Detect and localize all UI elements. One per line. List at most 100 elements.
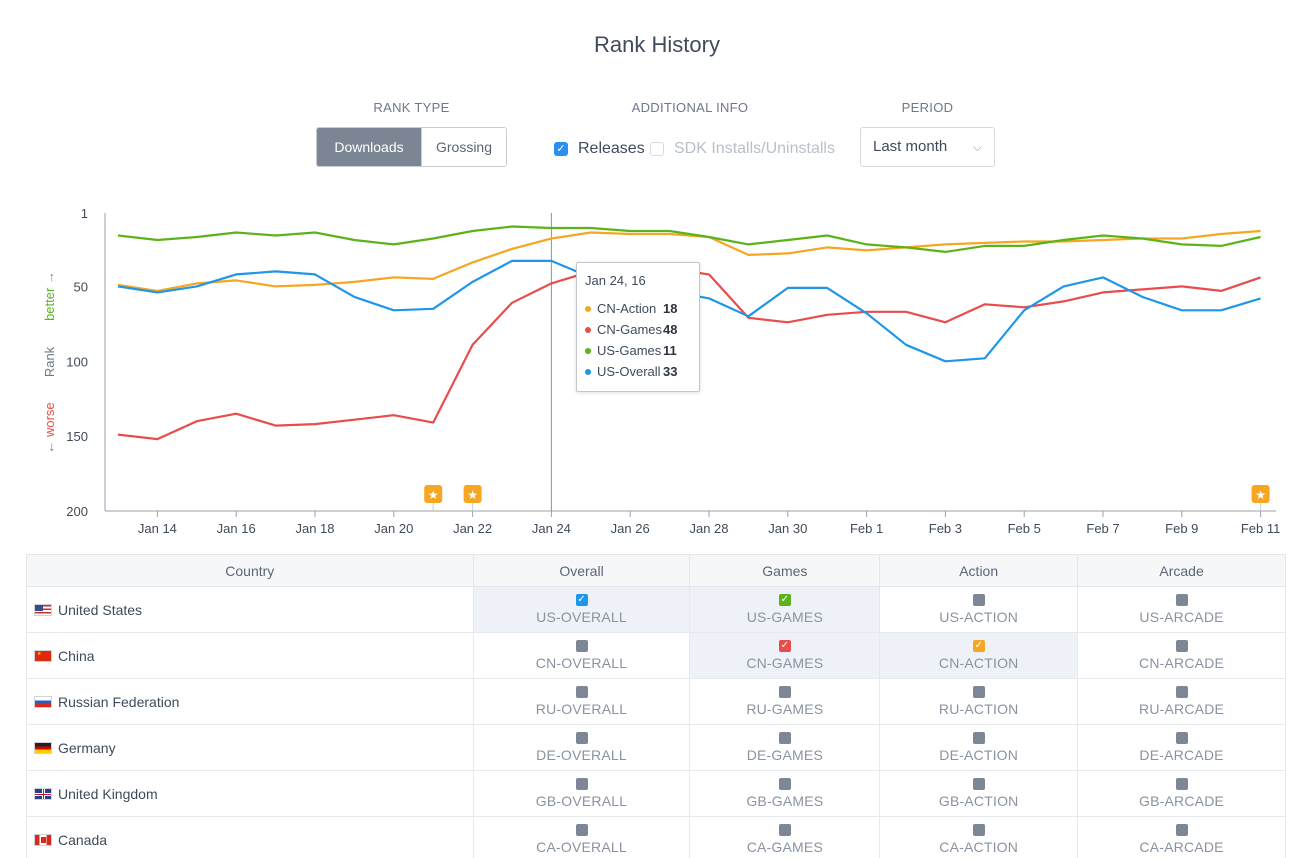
series-toggle-cell[interactable]: RU-OVERALL: [472, 678, 691, 725]
country-cell: ★ China: [26, 632, 474, 679]
checkbox-icon[interactable]: [1175, 824, 1188, 836]
series-label: CN-ARCADE: [1139, 655, 1225, 671]
x-tick-label: Jan 30: [768, 521, 807, 536]
series-label: CN-OVERALL: [535, 655, 628, 671]
checkbox-icon[interactable]: [1175, 732, 1188, 744]
country-name: Canada: [58, 831, 108, 848]
checkbox-icon[interactable]: [575, 686, 588, 698]
checkbox-icon[interactable]: [972, 824, 985, 836]
x-tick-label: Jan 16: [217, 521, 256, 536]
flag-de-icon: [34, 741, 52, 754]
series-toggle-cell[interactable]: US-ARCADE: [1077, 586, 1286, 633]
series-toggle-cell[interactable]: GB-ARCADE: [1077, 770, 1286, 817]
country-cell: Germany: [26, 724, 474, 771]
x-tick-label: Jan 26: [611, 521, 650, 536]
y-tick-label: 200: [66, 504, 88, 519]
checkbox-checked-icon[interactable]: ✓: [575, 594, 588, 606]
flag-us-icon: [34, 603, 52, 616]
series-label: RU-OVERALL: [535, 701, 628, 717]
tooltip-row: US-Overall 33: [585, 361, 699, 382]
series-toggle-cell[interactable]: CA-GAMES: [689, 816, 881, 858]
checkbox-icon[interactable]: [778, 824, 791, 836]
series-toggle-cell[interactable]: RU-ACTION: [879, 678, 1079, 725]
series-toggle-cell[interactable]: RU-GAMES: [689, 678, 881, 725]
country-cell: United Kingdom: [26, 770, 474, 817]
y-tick-label: 100: [66, 354, 88, 369]
checkbox-icon[interactable]: [972, 686, 985, 698]
table-row: Germany DE-OVERALL DE-GAMES DE-ACTION DE-ARC…: [26, 724, 1286, 771]
checkbox-icon[interactable]: [778, 686, 791, 698]
release-marker: [1251, 485, 1270, 503]
series-dot-icon: [585, 347, 591, 354]
series-toggle-cell[interactable]: DE-ARCADE: [1077, 724, 1286, 771]
checkbox-icon[interactable]: [575, 732, 588, 744]
country-cell: United States: [26, 586, 474, 633]
series-toggle-cell[interactable]: GB-ACTION: [879, 770, 1079, 817]
checkbox-icon[interactable]: [1175, 686, 1188, 698]
series-label: RU-ACTION: [938, 701, 1019, 717]
sdk-checkbox[interactable]: SDK Installs/Uninstalls: [650, 140, 835, 158]
checkbox-icon[interactable]: [778, 732, 791, 744]
series-toggle-cell[interactable]: CA-ARCADE: [1077, 816, 1286, 858]
checkbox-icon[interactable]: [575, 778, 588, 790]
tooltip-series-name: US-Games: [597, 343, 662, 358]
checkbox-checked-icon[interactable]: ✓: [778, 594, 791, 606]
series-toggle-cell[interactable]: ✓ US-OVERALL: [472, 586, 691, 633]
table-row: United States ✓ US-OVERALL ✓ US-GAMES US-ACTI…: [26, 586, 1286, 633]
checkbox-icon[interactable]: [972, 594, 985, 606]
series-toggle-cell[interactable]: DE-GAMES: [689, 724, 881, 771]
checkbox-icon[interactable]: [778, 778, 791, 790]
releases-checkbox[interactable]: ✓ Releases: [554, 140, 645, 158]
checkbox-icon[interactable]: [972, 778, 985, 790]
series-toggle-cell[interactable]: ✓ CN-ACTION: [879, 632, 1079, 679]
series-toggle-cell[interactable]: GB-GAMES: [689, 770, 881, 817]
series-label: CA-OVERALL: [536, 839, 627, 855]
period-label: PERIOD: [901, 100, 954, 115]
series-toggle-cell[interactable]: CN-OVERALL: [472, 632, 691, 679]
series-toggle-cell[interactable]: CA-OVERALL: [472, 816, 691, 858]
series-label: CA-ARCADE: [1139, 839, 1224, 855]
country-name: Germany: [58, 739, 116, 756]
grossing-button[interactable]: Grossing: [421, 128, 506, 166]
series-label: GB-ACTION: [938, 793, 1019, 809]
series-toggle-cell[interactable]: CA-ACTION: [879, 816, 1079, 858]
page-title: Rank History: [594, 32, 720, 57]
flag-ca-icon: [34, 833, 52, 846]
releases-label: Releases: [578, 140, 645, 157]
series-toggle-cell[interactable]: DE-OVERALL: [472, 724, 691, 771]
series-label: DE-OVERALL: [536, 747, 627, 763]
country-cell: Russian Federation: [26, 678, 474, 725]
series-label: CN-GAMES: [746, 655, 824, 671]
checkbox-icon[interactable]: [972, 732, 985, 744]
release-marker: [463, 485, 482, 503]
column-header: Overall: [472, 554, 691, 587]
x-tick-label: Jan 14: [138, 521, 177, 536]
series-toggle-cell[interactable]: CN-ARCADE: [1077, 632, 1286, 679]
series-toggle-cell[interactable]: DE-ACTION: [879, 724, 1079, 771]
checkbox-icon[interactable]: [575, 824, 588, 836]
checkbox-icon[interactable]: [1175, 640, 1188, 652]
series-toggle-cell[interactable]: ✓ US-GAMES: [689, 586, 881, 633]
checkbox-icon[interactable]: [1175, 778, 1188, 790]
x-tick-label: Feb 1: [850, 521, 883, 536]
checkmark-icon: ✓: [554, 142, 568, 156]
tooltip-row: US-Games 11: [585, 340, 699, 361]
y-worse-label: ← worse: [42, 402, 57, 453]
checkbox-checked-icon[interactable]: ✓: [778, 640, 791, 652]
series-toggle-cell[interactable]: RU-ARCADE: [1077, 678, 1286, 725]
checkbox-icon[interactable]: [575, 640, 588, 652]
series-label: DE-GAMES: [746, 747, 823, 763]
series-toggle-cell[interactable]: ✓ CN-GAMES: [689, 632, 881, 679]
series-toggle-cell[interactable]: US-ACTION: [879, 586, 1079, 633]
series-toggle-cell[interactable]: GB-OVERALL: [472, 770, 691, 817]
y-better-label: better →: [42, 271, 57, 321]
x-tick-label: Feb 7: [1086, 521, 1119, 536]
checkbox-icon[interactable]: [1175, 594, 1188, 606]
checkbox-checked-icon[interactable]: ✓: [972, 640, 985, 652]
checkbox-empty-icon: [650, 142, 664, 156]
downloads-button[interactable]: Downloads: [317, 128, 421, 166]
period-select[interactable]: Last month ⌵: [860, 127, 995, 167]
x-tick-label: Feb 11: [1241, 521, 1281, 536]
release-marker: [424, 485, 443, 503]
